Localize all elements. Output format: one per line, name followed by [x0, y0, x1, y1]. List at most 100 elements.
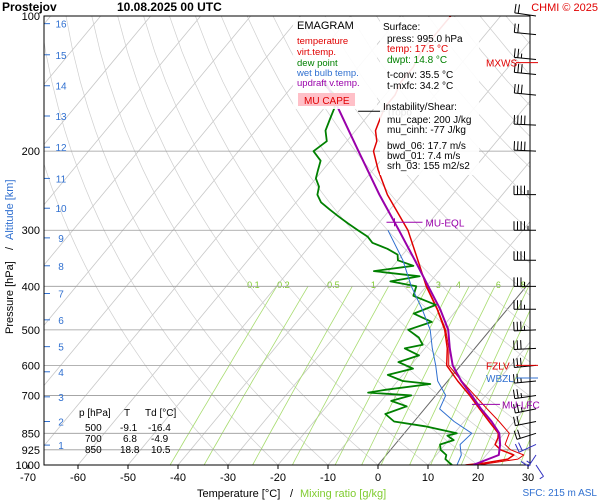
dry-adiabat-line — [558, 16, 600, 465]
surface-title: Surface: — [383, 22, 420, 33]
mixing-ratio-line — [169, 286, 278, 465]
legend-item-temperature: temperature — [297, 36, 348, 47]
wind-barb-half-flag — [539, 475, 544, 480]
surface-temp: temp: 17.5 °C — [387, 44, 448, 55]
isotherm-line — [327, 221, 530, 465]
wind-barb — [513, 251, 536, 261]
isotherm-line — [0, 16, 1, 465]
isotherm-line — [44, 16, 351, 387]
altitude-tick-label: 2 — [58, 417, 64, 428]
levels-table-header-td: Td [°C] — [145, 408, 176, 419]
mixing-ratio-label: 0.2 — [277, 280, 290, 290]
chart-axes: 1234567891011121314151610020030040050060… — [16, 11, 535, 484]
altitude-tick-label: 8 — [58, 262, 64, 273]
mu-eql-label: MU-EQL — [425, 218, 464, 229]
temperature-tick-label: -70 — [20, 472, 36, 484]
mixing-ratio-label: 15 — [568, 280, 578, 290]
mixing-ratio-line — [292, 286, 389, 465]
wind-barb-half-flag — [526, 460, 531, 464]
levels-table-cell: -4.9 — [151, 434, 169, 445]
wind-barb-flag — [513, 48, 516, 58]
wind-barb-flag — [513, 416, 516, 426]
wind-barb — [513, 429, 537, 440]
wind-barb — [513, 300, 536, 310]
isotherm-line — [527, 461, 530, 465]
levels-table-header-t: T — [124, 408, 130, 419]
wind-barb-flag — [513, 404, 516, 414]
dry-adiabat-line — [195, 16, 530, 432]
wind-barb — [513, 221, 536, 231]
wind-barb-flag — [517, 23, 520, 33]
altitude-tick-label: 16 — [55, 20, 67, 31]
mu-lfc-label: MU-LFC — [502, 400, 540, 411]
wind-barb-flag — [517, 63, 520, 73]
altitude-tick-label: 6 — [58, 316, 64, 327]
dry-adiabat-line — [350, 16, 530, 232]
levels-table-cell: -9.1 — [120, 423, 138, 434]
isotherm-line — [44, 16, 251, 266]
wind-barb-flag — [512, 358, 515, 368]
wind-barb-flag — [516, 403, 520, 413]
wbzl-label: WBZL — [486, 374, 514, 385]
wind-barb-flag — [514, 3, 517, 13]
datetime-title: 10.08.2025 00 UTC — [117, 0, 222, 14]
mu-cape-badge: MU CAPE — [304, 96, 350, 107]
mixing-ratio-label: 12 — [548, 280, 558, 290]
dry-adiabat-line — [65, 16, 329, 465]
instability-srh-03: srh_03: 155 m2/s2 — [387, 161, 470, 172]
isotherm-line — [227, 100, 530, 465]
wind-barb-flag — [513, 23, 516, 33]
mixing-ratio-label: 20 — [593, 280, 600, 290]
credit-label: CHMI © 2025 — [531, 2, 598, 14]
wet-bulb-curve — [387, 229, 473, 465]
surface-tmxfc: t-mxfc: 34.2 °C — [387, 81, 453, 92]
dry-adiabat-line — [532, 16, 600, 465]
pressure-tick-label: 925 — [22, 445, 40, 457]
wind-barb-half-flag — [520, 393, 523, 398]
wind-barb-flag — [512, 374, 515, 384]
mixing-ratio-label: 8 — [521, 280, 526, 290]
levels-table-cell: 6.8 — [123, 434, 137, 445]
wind-barb-flag — [514, 443, 520, 453]
levels-table-cell: 700 — [85, 434, 102, 445]
wind-barb — [513, 141, 537, 152]
mixing-ratio-line — [203, 286, 309, 465]
isotherm-line — [44, 16, 151, 146]
levels-table-cell: 10.5 — [151, 445, 171, 456]
wind-barb — [514, 3, 537, 17]
mxws-label: MXWS — [486, 59, 517, 70]
surface-press: press: 995.0 hPa — [387, 34, 463, 45]
pressure-tick-label: 400 — [22, 281, 40, 293]
virtual-temperature-curve — [426, 286, 525, 465]
mixing-ratio-line — [380, 286, 470, 465]
mixing-ratio-label: 1 — [371, 280, 376, 290]
wind-barb — [513, 340, 537, 350]
isotherm-line — [427, 341, 530, 465]
temperature-tick-label: -30 — [220, 472, 236, 484]
legend-item-updraft: updraft v.temp. — [297, 78, 360, 89]
dew-point-curve — [312, 80, 458, 465]
wind-barb — [513, 416, 537, 427]
temperature-tick-label: -20 — [270, 472, 286, 484]
isotherm-line — [277, 160, 530, 465]
mixing-ratio-line — [501, 394, 530, 465]
wind-barb — [513, 321, 537, 332]
wind-barb — [513, 277, 536, 287]
levels-table-cell: 850 — [85, 445, 102, 456]
isotherm-line — [44, 16, 201, 206]
wind-barb — [513, 83, 537, 96]
dry-adiabat-line — [44, 162, 229, 465]
wind-barb-flag — [513, 63, 516, 73]
wind-barb — [513, 403, 537, 414]
surface-dwpt: dwpt: 14.8 °C — [387, 55, 447, 66]
wind-barb — [513, 63, 537, 76]
wind-barb — [520, 454, 537, 467]
wind-barb-shaft — [514, 380, 537, 384]
isotherm-line — [477, 401, 530, 465]
pressure-tick-label: 700 — [22, 390, 40, 402]
temperature-tick-label: -10 — [320, 472, 336, 484]
mixing-ratio-label: 0.5 — [327, 280, 340, 290]
pressure-tick-label: 500 — [22, 325, 40, 337]
altitude-tick-label: 12 — [55, 143, 67, 154]
